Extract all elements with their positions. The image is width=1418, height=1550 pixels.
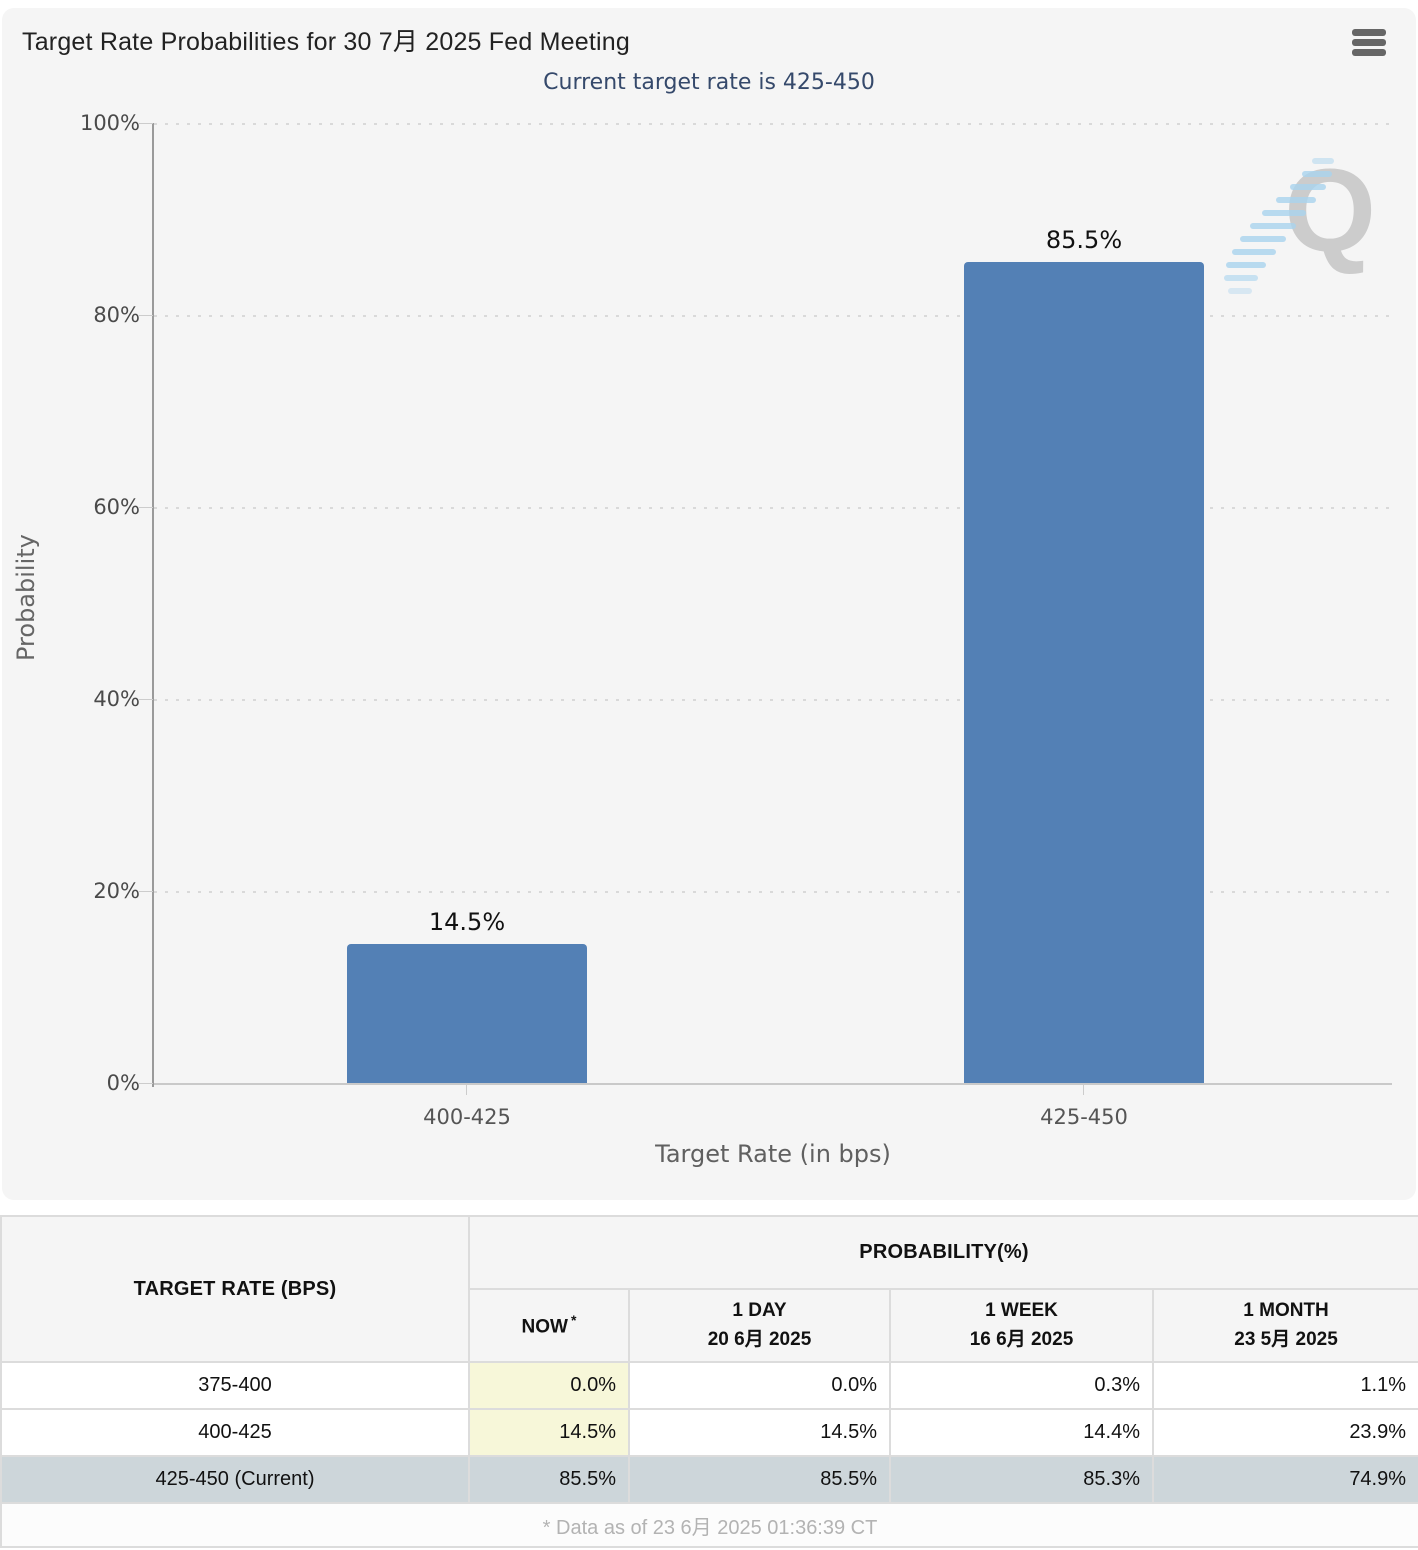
week-value-cell: 85.3% [889, 1455, 1154, 1504]
x-axis-line [154, 1083, 1392, 1085]
rate-cell: 375-400 [0, 1361, 470, 1410]
rate-cell: 425-450 (Current) [0, 1455, 470, 1504]
quikstrike-watermark: Q [1216, 152, 1386, 306]
day-value-cell: 85.5% [628, 1455, 891, 1504]
y-axis-label-60: 60% [93, 495, 140, 519]
y-axis-label-80: 80% [93, 303, 140, 327]
gridline-40 [154, 699, 1392, 701]
chart-subtitle: Current target rate is 425-450 [543, 70, 875, 95]
column-header-1-month: 1 MONTH 23 5月 2025 [1151, 1288, 1418, 1363]
column-header-1-week: 1 WEEK 16 6月 2025 [889, 1288, 1154, 1363]
day-value-cell: 0.0% [628, 1361, 891, 1410]
y-axis-title: Probability [12, 534, 40, 662]
week-value-cell: 0.3% [889, 1361, 1154, 1410]
week-value-cell: 14.4% [889, 1408, 1154, 1457]
gridline-60 [154, 507, 1392, 509]
data-as-of-footnote: * Data as of 23 6月 2025 01:36:39 CT [0, 1502, 1418, 1548]
column-header-now: NOW * [468, 1288, 630, 1363]
y-tick-40 [139, 699, 153, 700]
x-axis-label-400-425: 400-425 [423, 1105, 511, 1129]
x-tick-400-425 [466, 1085, 467, 1095]
probability-table-section: TARGET RATE (BPS) PROBABILITY(%) NOW * 1 … [0, 1215, 1418, 1548]
x-axis-title: Target Rate (in bps) [655, 1140, 891, 1168]
y-tick-60 [139, 507, 153, 508]
y-tick-0 [139, 1083, 153, 1084]
y-axis-label-20: 20% [93, 879, 140, 903]
y-tick-80 [139, 315, 153, 316]
asterisk-footnote-marker: * [570, 1311, 577, 1328]
table-row-375-400: 375-400 0.0% 0.0% 0.3% 1.1% [0, 1361, 1418, 1410]
y-axis-label-40: 40% [93, 687, 140, 711]
day-value-cell: 14.5% [628, 1408, 891, 1457]
column-header-probability: PROBABILITY(%) [467, 1215, 1418, 1290]
now-value-cell: 85.5% [468, 1455, 630, 1504]
column-header-1-day: 1 DAY 20 6月 2025 [628, 1288, 891, 1363]
month-value-cell: 74.9% [1151, 1455, 1418, 1504]
x-tick-425-450 [1083, 1085, 1084, 1095]
bar-400-425[interactable] [347, 943, 587, 1083]
gridline-20 [154, 891, 1392, 893]
y-axis-label-0: 0% [106, 1071, 140, 1095]
chart-title: Target Rate Probabilities for 30 7月 2025… [22, 28, 630, 56]
table-row-425-450-current: 425-450 (Current) 85.5% 85.5% 85.3% 74.9… [0, 1455, 1418, 1504]
bar-value-label-400-425: 14.5% [428, 907, 506, 936]
bar-425-450[interactable] [964, 262, 1204, 1083]
gridline-100 [154, 123, 1392, 125]
rate-cell: 400-425 [0, 1408, 470, 1457]
now-value-cell: 14.5% [468, 1408, 630, 1457]
month-value-cell: 1.1% [1151, 1361, 1418, 1410]
hamburger-menu-icon [1352, 29, 1388, 56]
bar-value-label-425-450: 85.5% [1045, 226, 1123, 255]
probability-table: TARGET RATE (BPS) PROBABILITY(%) NOW * 1 … [0, 1215, 1418, 1548]
chart-context-menu-button[interactable] [1352, 29, 1388, 65]
y-axis-line [152, 123, 154, 1087]
month-value-cell: 23.9% [1151, 1408, 1418, 1457]
x-axis-label-425-450: 425-450 [1040, 1105, 1128, 1129]
now-value-cell: 0.0% [468, 1361, 630, 1410]
gridline-80 [154, 315, 1392, 317]
y-tick-100 [139, 123, 153, 124]
column-header-target-rate: TARGET RATE (BPS) [0, 1215, 470, 1363]
y-axis-label-100: 100% [79, 111, 140, 135]
fedwatch-chart-card: Target Rate Probabilities for 30 7月 2025… [2, 8, 1416, 1200]
table-row-400-425: 400-425 14.5% 14.5% 14.4% 23.9% [0, 1408, 1418, 1457]
y-tick-20 [139, 891, 153, 892]
